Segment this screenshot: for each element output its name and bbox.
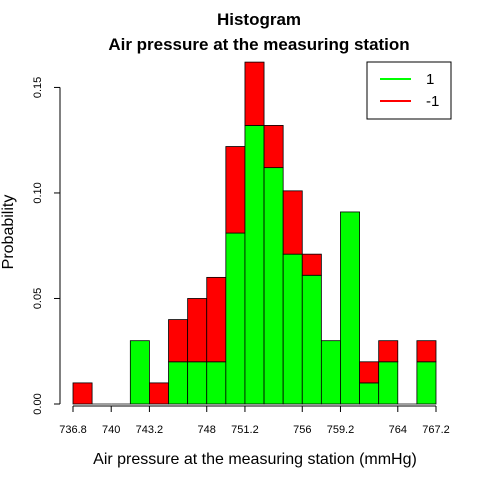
x-tick-label: 740 xyxy=(102,424,120,436)
legend-label: -1 xyxy=(426,93,439,110)
bar-class-1-12 xyxy=(301,274,322,405)
legend: 1-1 xyxy=(366,61,452,120)
bar-class-1-18 xyxy=(416,361,437,405)
x-tick-label: 759.2 xyxy=(327,424,355,436)
bar-class-1-9 xyxy=(244,125,265,405)
bar-class-minus-1-18 xyxy=(416,340,437,363)
bar-class-minus-1-8 xyxy=(225,146,246,234)
bar-class-minus-1-6 xyxy=(187,298,208,363)
legend-box xyxy=(366,61,452,120)
bar-class-minus-1-16 xyxy=(378,340,399,363)
bar-class-1-11 xyxy=(282,253,303,405)
chart-title: Histogram xyxy=(217,10,301,29)
bar-class-1-6 xyxy=(187,361,208,405)
chart-subtitle: Air pressure at the measuring station xyxy=(108,35,409,54)
x-tick-label: 756 xyxy=(293,424,311,436)
bar-class-1-8 xyxy=(225,232,246,405)
x-tick-label: 748 xyxy=(198,424,216,436)
bar-class-minus-1-15 xyxy=(359,361,380,384)
bar-class-minus-1-0 xyxy=(72,382,93,405)
x-tick-label: 736.8 xyxy=(59,424,87,436)
bar-class-minus-1-9 xyxy=(244,61,265,126)
bar-class-1-14 xyxy=(340,211,360,405)
y-tick-label: 0.15 xyxy=(32,77,44,98)
x-axis: 736.8 740 743.2 748 751.2 756 759.2 764 767.2 xyxy=(59,405,450,436)
bar-class-1-16 xyxy=(378,361,399,405)
x-tick-label: 751.2 xyxy=(231,424,259,436)
bar-class-minus-1-12 xyxy=(301,253,322,276)
bar-class-minus-1-10 xyxy=(263,125,284,169)
bar-class-1-15 xyxy=(359,382,380,405)
legend-label: 1 xyxy=(426,71,434,88)
y-axis-label: Probability xyxy=(0,195,17,270)
y-axis: 0.00 0.05 0.10 0.15 xyxy=(32,77,61,415)
x-tick-label: 767.2 xyxy=(422,424,450,436)
bar-class-minus-1-11 xyxy=(282,190,303,255)
bar-class-minus-1-7 xyxy=(206,276,227,363)
y-tick-label: 0.00 xyxy=(32,393,44,414)
y-tick-label: 0.10 xyxy=(32,182,44,203)
bar-class-1-7 xyxy=(206,361,227,405)
x-axis-label: Air pressure at the measuring station (m… xyxy=(93,451,417,468)
y-tick-label: 0.05 xyxy=(32,288,44,309)
x-tick-label: 764 xyxy=(389,424,407,436)
bar-class-minus-1-5 xyxy=(168,319,189,363)
bars-group xyxy=(72,61,437,405)
bar-class-minus-1-4 xyxy=(149,382,169,405)
bar-class-1-10 xyxy=(263,167,284,405)
bar-class-1-5 xyxy=(168,361,189,405)
bar-class-1-13 xyxy=(320,340,341,405)
bar-class-1-3 xyxy=(129,340,150,405)
x-tick-label: 743.2 xyxy=(136,424,164,436)
